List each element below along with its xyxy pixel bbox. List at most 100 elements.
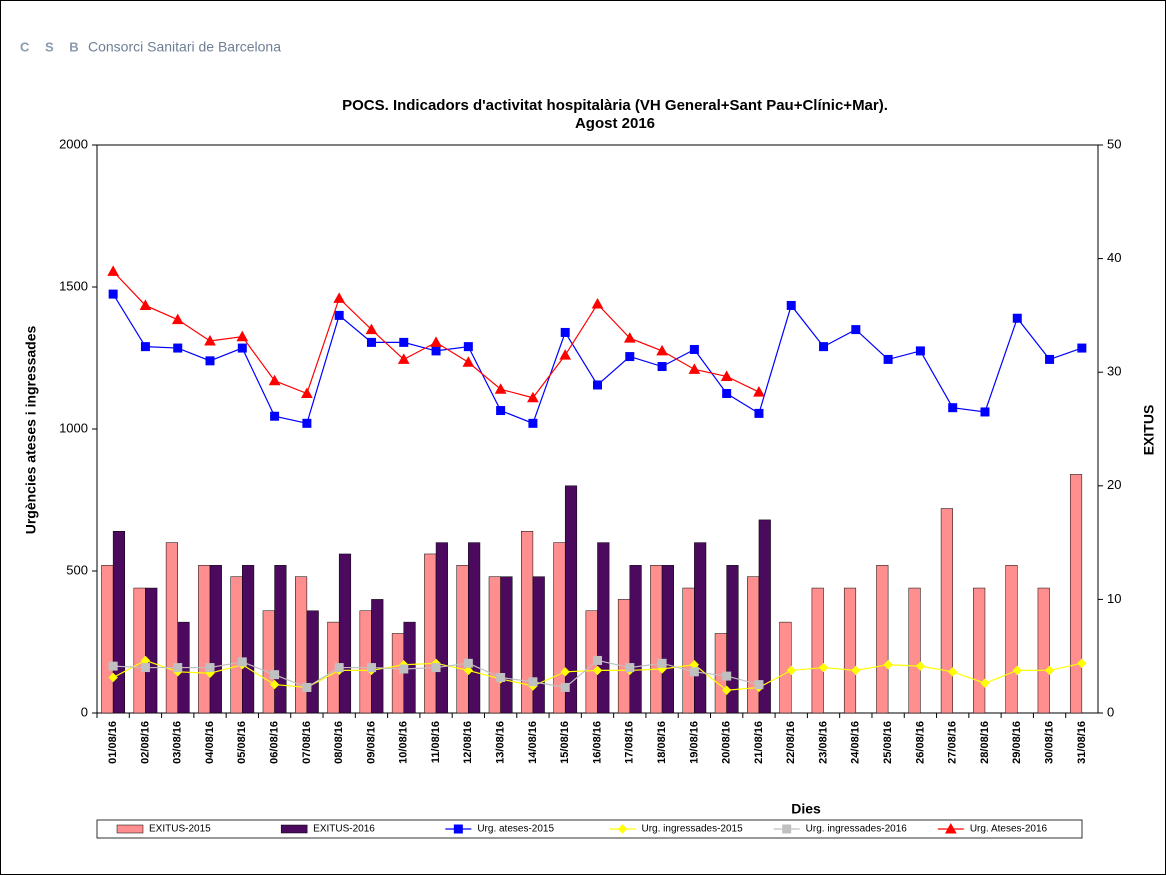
x-tick-label: 14/08/16: [527, 721, 539, 764]
bar: [435, 542, 448, 714]
organization: Consorci Sanitari de Barcelona: [88, 39, 281, 55]
bar: [338, 553, 352, 714]
bar: [564, 485, 578, 714]
y-tick-label: 1500: [59, 278, 88, 293]
bar: [468, 542, 481, 714]
marker: [205, 356, 215, 366]
marker: [463, 658, 473, 668]
marker: [560, 327, 570, 337]
marker: [399, 664, 409, 674]
marker: [947, 667, 958, 677]
x-tick-label: 16/08/16: [591, 721, 603, 764]
marker: [301, 387, 313, 398]
legend-label: Urg. ingressades-2016: [806, 824, 908, 835]
y-tick-label: 1000: [59, 420, 88, 435]
y2-tick-label: 0: [1107, 704, 1114, 719]
marker: [1012, 313, 1022, 323]
x-tick-label: 29/08/16: [1011, 721, 1023, 764]
marker: [463, 342, 473, 352]
x-tick-label: 24/08/16: [850, 721, 862, 764]
marker: [173, 663, 183, 673]
x-tick-label: 06/08/16: [269, 721, 281, 764]
marker: [625, 352, 635, 362]
marker: [430, 336, 442, 347]
legend-marker: [782, 824, 792, 834]
x-tick-label: 02/08/16: [139, 721, 151, 764]
x-tick-label: 18/08/16: [656, 721, 668, 764]
marker: [591, 298, 604, 309]
marker: [948, 403, 958, 413]
marker: [1077, 343, 1087, 353]
marker: [108, 672, 118, 683]
marker: [528, 418, 538, 428]
marker: [656, 344, 668, 356]
x-tick-label: 07/08/16: [301, 721, 313, 764]
marker: [333, 292, 346, 303]
bar: [456, 565, 469, 714]
legend-marker: [944, 822, 957, 834]
legend-swatch: [280, 824, 308, 834]
bar: [230, 576, 243, 714]
marker: [1045, 354, 1055, 364]
bar: [1069, 474, 1083, 714]
bar: [274, 565, 287, 714]
y-tick-label: 500: [66, 562, 88, 577]
marker: [108, 661, 118, 671]
marker: [269, 679, 280, 690]
x-tick-label: 30/08/16: [1043, 721, 1055, 764]
bar: [661, 565, 674, 714]
marker: [463, 665, 474, 676]
marker: [1077, 658, 1087, 669]
bar: [295, 576, 308, 714]
marker: [883, 354, 893, 364]
x-tick-label: 23/08/16: [817, 721, 829, 764]
marker: [302, 418, 312, 428]
marker: [754, 408, 764, 418]
x-tick-label: 04/08/16: [204, 721, 216, 764]
legend-label: Urg. Ateses-2016: [970, 824, 1048, 835]
bar: [198, 565, 211, 714]
marker: [268, 374, 281, 386]
legend-marker: [617, 824, 628, 834]
x-tick-label: 12/08/16: [462, 721, 474, 764]
bar: [726, 565, 739, 714]
legend-box: [96, 819, 1083, 839]
x-tick-label: 25/08/16: [882, 721, 894, 764]
marker: [528, 677, 538, 687]
x-tick-label: 27/08/16: [947, 721, 959, 764]
marker: [399, 337, 409, 347]
marker: [786, 300, 796, 310]
bar: [359, 610, 372, 714]
bar: [133, 587, 146, 714]
marker: [431, 346, 441, 356]
bar: [940, 508, 953, 714]
legend-label: Urg. ingressades-2015: [642, 824, 744, 835]
legend-label: EXITUS-2015: [149, 824, 211, 835]
bar: [876, 565, 889, 714]
bar: [629, 565, 642, 714]
x-tick-label: 22/08/16: [785, 721, 797, 764]
logo: C S B: [20, 39, 85, 54]
y-tick-label: 2000: [59, 136, 88, 151]
marker: [560, 667, 570, 677]
legend-label: Urg. ateses-2015: [477, 824, 554, 835]
bar: [242, 565, 255, 714]
x-tick-label: 09/08/16: [365, 721, 377, 764]
x-tick-label: 10/08/16: [398, 721, 410, 764]
marker: [107, 265, 119, 276]
chart-title: POCS. Indicadors d'activitat hospitalàri…: [342, 97, 888, 114]
marker: [818, 662, 829, 673]
x-tick-label: 17/08/16: [624, 721, 636, 764]
marker: [657, 658, 667, 668]
x-tick-label: 05/08/16: [236, 721, 248, 764]
x-tick-label: 26/08/16: [914, 721, 926, 764]
marker: [205, 663, 215, 673]
bar: [758, 519, 771, 714]
x-tick-label: 03/08/16: [172, 721, 184, 764]
bar: [165, 542, 178, 714]
marker: [915, 346, 925, 356]
marker: [1044, 665, 1055, 676]
bar: [101, 565, 114, 714]
